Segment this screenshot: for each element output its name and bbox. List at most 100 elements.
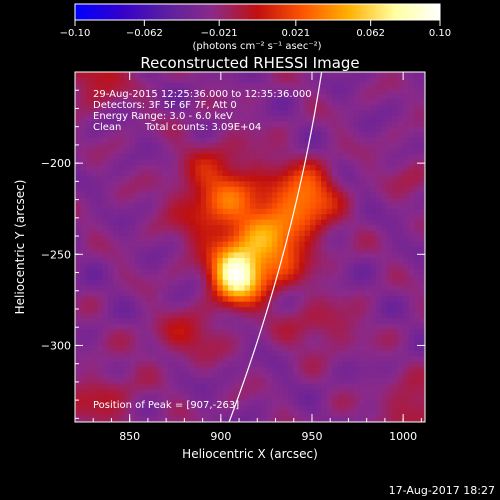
heatmap-cell	[184, 143, 191, 149]
heatmap-cell	[397, 115, 404, 122]
heatmap-cell	[178, 285, 185, 292]
heatmap-cell	[96, 350, 103, 357]
heatmap-cell	[321, 361, 327, 368]
heatmap-cell	[277, 378, 284, 385]
heatmap-cell	[184, 312, 191, 319]
heatmap-cell	[140, 247, 147, 253]
heatmap-cell	[370, 219, 377, 226]
heatmap-cell	[80, 208, 87, 215]
heatmap-cell	[397, 208, 404, 215]
heatmap-cell	[370, 405, 377, 412]
heatmap-cell	[85, 372, 92, 379]
heatmap-cell	[293, 170, 300, 177]
heatmap-cell	[162, 181, 169, 188]
heatmap-cell	[414, 186, 420, 193]
heatmap-cell	[195, 274, 202, 281]
heatmap-cell	[321, 175, 327, 182]
heatmap-cell	[342, 339, 349, 346]
heatmap-cell	[118, 318, 125, 324]
heatmap-cell	[211, 400, 218, 406]
heatmap-cell	[353, 372, 360, 379]
heatmap-cell	[239, 290, 245, 297]
heatmap-cell	[222, 367, 229, 374]
heatmap-cell	[178, 126, 185, 133]
heatmap-cell	[173, 252, 180, 259]
heatmap-cell	[233, 394, 240, 401]
heatmap-cell	[408, 307, 415, 314]
heatmap-cell	[146, 350, 152, 357]
heatmap-cell	[151, 257, 158, 264]
heatmap-cell	[397, 378, 404, 385]
heatmap-cell	[304, 72, 311, 78]
heatmap-cell	[386, 164, 393, 171]
heatmap-cell	[370, 252, 377, 259]
heatmap-cell	[282, 72, 289, 78]
heatmap-cell	[167, 148, 174, 155]
heatmap-cell	[244, 88, 251, 95]
heatmap-cell	[386, 350, 393, 357]
heatmap-cell	[151, 285, 158, 292]
heatmap-cell	[304, 164, 311, 171]
heatmap-cell	[118, 301, 125, 308]
heatmap-cell	[348, 77, 355, 84]
heatmap-cell	[271, 241, 278, 248]
heatmap-cell	[403, 186, 409, 193]
heatmap-cell	[250, 257, 256, 264]
heatmap-cell	[364, 236, 371, 242]
heatmap-cell	[135, 214, 142, 221]
heatmap-cell	[408, 148, 415, 155]
heatmap-cell	[80, 126, 87, 133]
heatmap-cell	[222, 126, 229, 133]
heatmap-cell	[189, 192, 196, 199]
heatmap-cell	[140, 296, 147, 303]
heatmap-cell	[217, 367, 224, 374]
heatmap-cell	[359, 148, 366, 155]
heatmap-cell	[228, 334, 234, 341]
heatmap-cell	[239, 154, 245, 160]
heatmap-cell	[332, 110, 338, 117]
heatmap-cell	[135, 225, 142, 231]
heatmap-cell	[129, 383, 136, 390]
heatmap-cell	[403, 405, 409, 412]
heatmap-cell	[102, 361, 109, 368]
heatmap-cell	[239, 241, 245, 248]
heatmap-cell	[189, 159, 196, 166]
heatmap-cell	[96, 372, 103, 379]
heatmap-cell	[140, 110, 147, 117]
heatmap-cell	[326, 285, 333, 292]
heatmap-cell	[392, 82, 399, 89]
heatmap-cell	[124, 307, 131, 314]
heatmap-cell	[315, 126, 322, 133]
heatmap-cell	[96, 110, 103, 117]
heatmap-cell	[118, 110, 125, 117]
heatmap-cell	[288, 170, 295, 177]
heatmap-cell	[113, 197, 120, 204]
heatmap-cell	[96, 378, 103, 385]
heatmap-cell	[403, 400, 409, 406]
heatmap-cell	[348, 296, 355, 303]
heatmap-cell	[315, 389, 322, 396]
heatmap-cell	[370, 82, 377, 89]
heatmap-cell	[102, 203, 109, 210]
heatmap-cell	[250, 159, 256, 166]
heatmap-cell	[162, 323, 169, 330]
heatmap-cell	[239, 110, 245, 117]
heatmap-cell	[107, 143, 114, 149]
heatmap-cell	[370, 110, 377, 117]
heatmap-cell	[282, 132, 289, 139]
heatmap-cell	[140, 252, 147, 259]
heatmap-cell	[107, 339, 114, 346]
heatmap-cell	[414, 170, 420, 177]
heatmap-cell	[217, 400, 224, 406]
heatmap-cell	[146, 312, 152, 319]
heatmap-cell	[146, 170, 152, 177]
heatmap-cell	[206, 252, 213, 259]
heatmap-cell	[419, 367, 425, 374]
heatmap-cell	[151, 121, 158, 128]
heatmap-cell	[310, 214, 317, 221]
heatmap-cell	[260, 378, 267, 385]
heatmap-cell	[359, 405, 366, 412]
heatmap-cell	[353, 252, 360, 259]
heatmap-cell	[178, 88, 185, 95]
heatmap-cell	[129, 104, 136, 111]
